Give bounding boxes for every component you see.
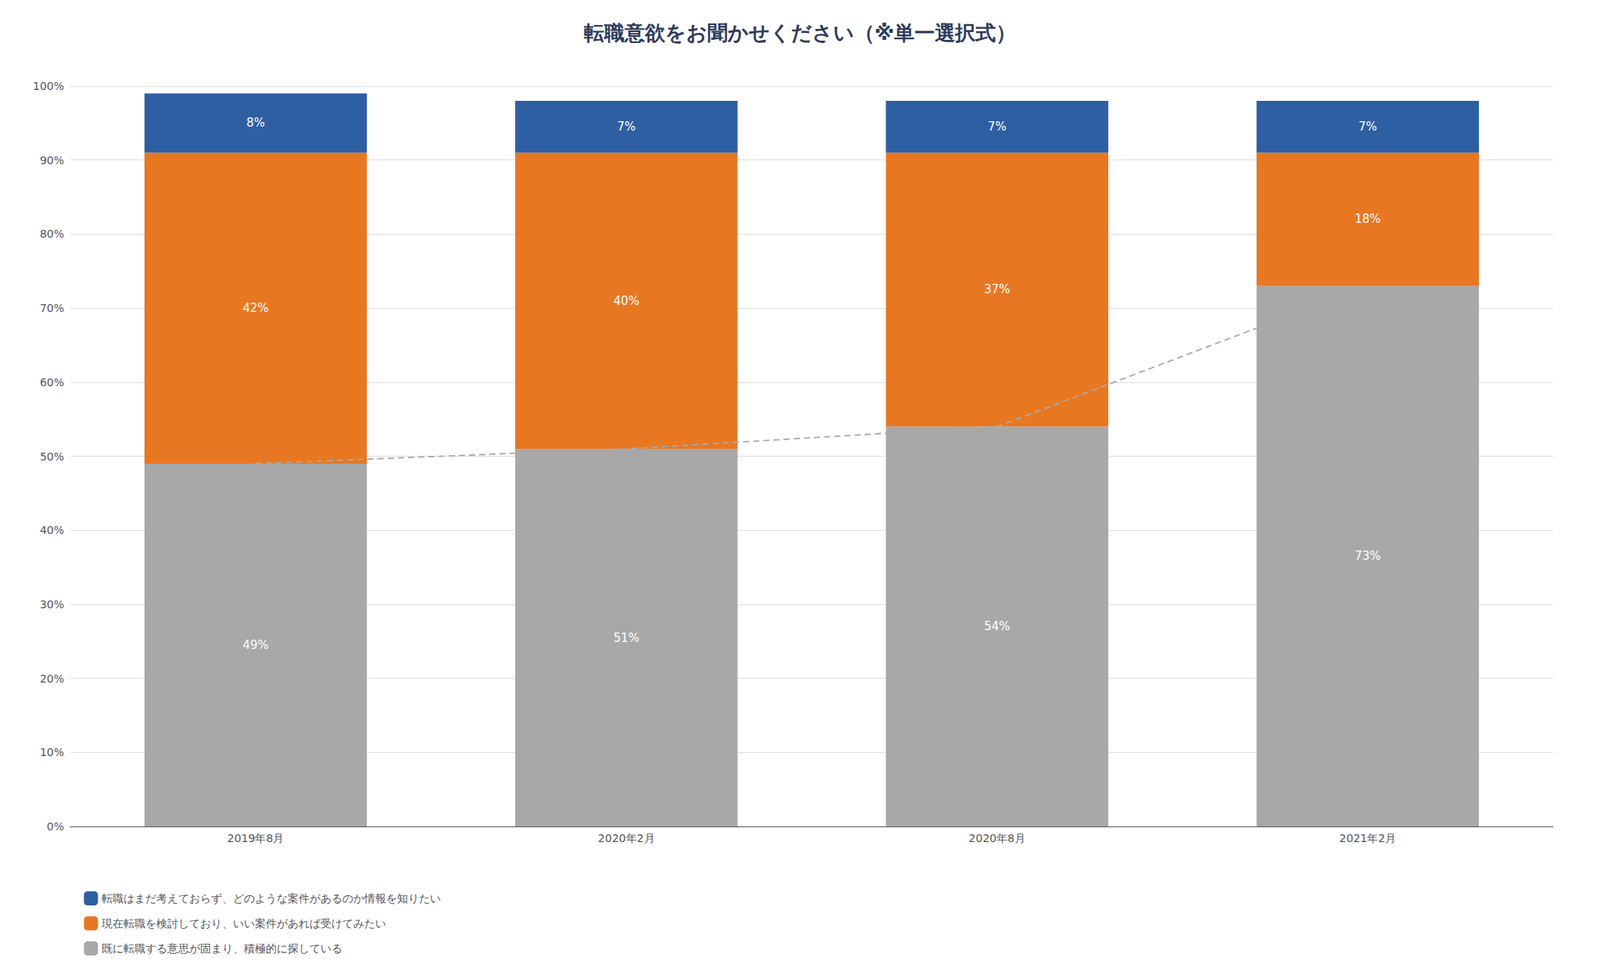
svg-text:30%: 30% [39,597,65,611]
svg-text:転職はまだ考えておらず、どのような案件があるのか情報を知りた: 転職はまだ考えておらず、どのような案件があるのか情報を知りたい [101,891,441,905]
svg-text:90%: 90% [39,153,65,167]
svg-text:2021年2月: 2021年2月 [1339,831,1397,845]
svg-text:54%: 54% [984,619,1010,634]
svg-text:70%: 70% [39,301,65,315]
svg-text:転職意欲をお聞かせください（※単一選択式）: 転職意欲をお聞かせください（※単一選択式） [583,21,1017,45]
svg-text:40%: 40% [613,293,640,308]
svg-text:2019年8月: 2019年8月 [227,831,285,845]
svg-text:60%: 60% [39,375,65,389]
svg-text:0%: 0% [46,819,65,833]
svg-text:40%: 40% [39,523,65,537]
svg-text:100%: 100% [32,79,65,93]
svg-text:51%: 51% [613,630,640,645]
svg-text:49%: 49% [242,637,269,652]
svg-text:20%: 20% [39,672,65,685]
svg-text:8%: 8% [246,115,265,130]
svg-text:80%: 80% [39,227,65,240]
svg-text:10%: 10% [39,745,65,759]
svg-text:7%: 7% [616,119,636,134]
svg-text:7%: 7% [1358,119,1378,134]
svg-text:2020年2月: 2020年2月 [597,831,656,845]
svg-text:2020年8月: 2020年8月 [968,831,1026,845]
svg-text:50%: 50% [39,450,65,463]
svg-text:73%: 73% [1354,548,1381,563]
svg-text:37%: 37% [984,282,1010,297]
svg-text:18%: 18% [1354,211,1381,226]
svg-text:既に転職する意思が固まり、積極的に探している: 既に転職する意思が固まり、積極的に探している [101,941,343,955]
svg-text:7%: 7% [987,119,1007,134]
svg-text:現在転職を検討しており、いい案件があれば受けてみたい: 現在転職を検討しており、いい案件があれば受けてみたい [101,916,387,930]
svg-text:42%: 42% [242,300,269,315]
